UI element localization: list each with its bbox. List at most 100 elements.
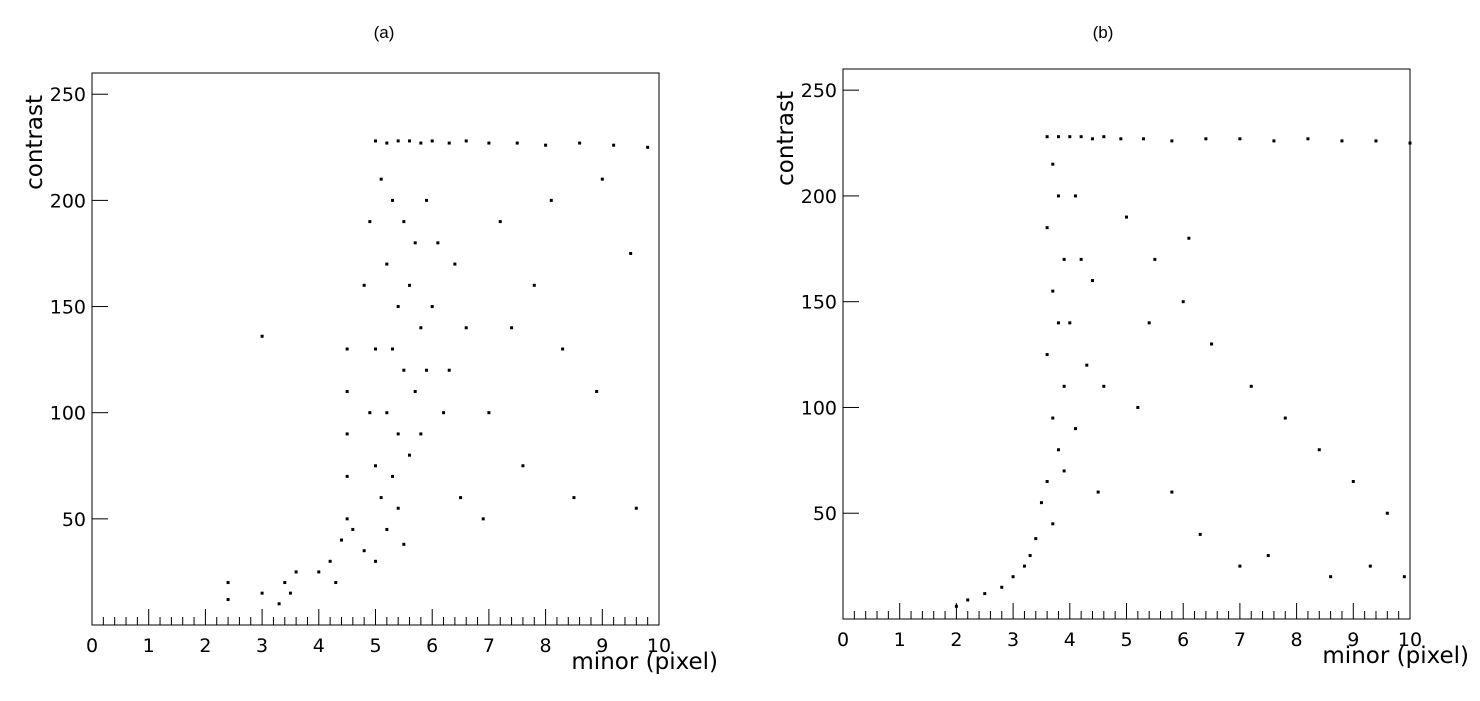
point <box>487 411 491 415</box>
point <box>1056 135 1060 139</box>
point <box>1045 353 1049 357</box>
x-axis-label: minor (pixel) <box>1322 643 1469 669</box>
point <box>459 496 463 500</box>
point <box>391 347 395 351</box>
point <box>595 389 599 393</box>
point <box>402 220 406 224</box>
point <box>374 139 377 143</box>
x-tick-label: 5 <box>1120 629 1132 651</box>
point <box>1062 257 1066 261</box>
point <box>1045 480 1049 483</box>
y-axis-label: contrast <box>773 91 799 186</box>
panel-title: (a) <box>374 23 395 42</box>
point <box>402 542 406 546</box>
point <box>385 141 389 145</box>
point <box>521 464 525 468</box>
point <box>464 139 468 143</box>
point <box>447 368 451 372</box>
panel-title: (b) <box>1093 23 1114 42</box>
point <box>572 496 576 500</box>
y-tick-label: 150 <box>50 297 86 319</box>
point <box>1238 137 1242 141</box>
x-tick-label: 10 <box>647 635 671 657</box>
point <box>612 143 616 147</box>
point <box>515 141 519 145</box>
point <box>368 411 372 415</box>
y-tick-label: 250 <box>50 84 86 106</box>
point <box>1090 137 1094 141</box>
point <box>226 581 230 585</box>
x-tick-label: 2 <box>950 629 962 651</box>
x-tick-label: 1 <box>894 629 906 651</box>
point <box>1238 564 1242 568</box>
point <box>1198 532 1202 536</box>
point <box>1102 135 1106 139</box>
point <box>345 389 349 393</box>
point <box>283 581 287 585</box>
y-tick-label: 50 <box>813 503 837 525</box>
point <box>260 334 264 338</box>
y-tick-label: 200 <box>50 190 86 212</box>
point <box>277 602 281 606</box>
point <box>1073 194 1077 198</box>
point <box>396 506 400 510</box>
point <box>391 474 395 478</box>
point <box>226 598 230 602</box>
point <box>260 591 264 595</box>
point <box>379 177 383 181</box>
x-axis-label: minor (pixel) <box>571 649 718 675</box>
point <box>532 283 536 287</box>
point <box>345 347 349 351</box>
x-tick-label: 4 <box>1064 629 1076 651</box>
point <box>408 283 412 287</box>
point <box>1170 490 1174 494</box>
point <box>379 496 383 500</box>
point <box>1051 289 1055 293</box>
point <box>1340 139 1344 143</box>
point <box>1125 215 1128 219</box>
point <box>413 241 417 245</box>
point <box>1153 257 1157 261</box>
point <box>487 141 491 145</box>
x-tick-label: 7 <box>1234 629 1246 651</box>
point <box>339 538 343 542</box>
point <box>1317 448 1321 452</box>
point <box>1022 564 1026 568</box>
point <box>1062 469 1066 473</box>
point <box>1079 257 1083 261</box>
point <box>419 141 423 145</box>
point <box>1102 384 1106 388</box>
x-tick-label: 5 <box>369 635 381 657</box>
x-tick-label: 3 <box>1007 629 1019 651</box>
point <box>385 411 389 415</box>
x-tick-label: 4 <box>313 635 325 657</box>
point <box>288 591 292 595</box>
point <box>1385 511 1389 515</box>
point <box>629 251 633 255</box>
point <box>1119 137 1123 141</box>
point <box>1051 522 1055 526</box>
point <box>1068 135 1072 139</box>
point <box>345 432 349 436</box>
x-tick-label: 0 <box>837 629 849 651</box>
point <box>544 143 548 147</box>
point <box>1306 137 1310 141</box>
point <box>328 559 332 563</box>
point <box>1079 135 1083 139</box>
point <box>578 141 582 145</box>
point <box>1272 139 1276 143</box>
x-tick-label: 2 <box>199 635 211 657</box>
point <box>408 453 412 457</box>
point <box>1351 480 1355 483</box>
point <box>1034 537 1038 541</box>
point <box>1051 416 1055 420</box>
x-tick-label: 0 <box>86 635 98 657</box>
point <box>646 145 650 149</box>
point <box>1039 501 1043 505</box>
point <box>1142 137 1146 141</box>
y-tick-label: 100 <box>50 403 86 425</box>
point <box>385 527 389 531</box>
point <box>368 220 372 224</box>
point <box>1062 384 1066 388</box>
